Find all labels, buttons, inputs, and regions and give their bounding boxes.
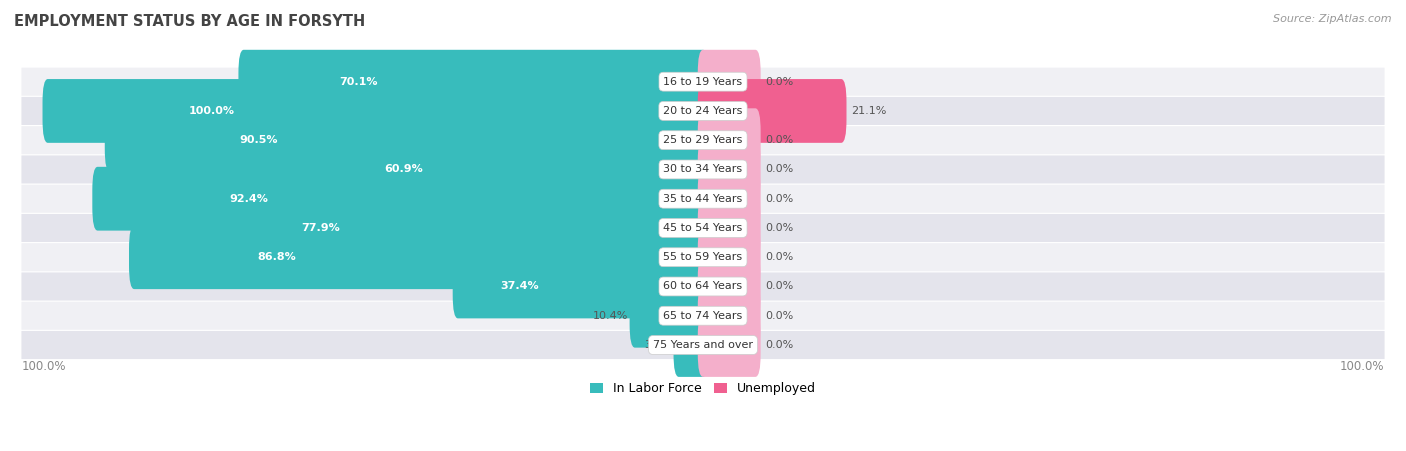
FancyBboxPatch shape [697,108,761,172]
Text: EMPLOYMENT STATUS BY AGE IN FORSYTH: EMPLOYMENT STATUS BY AGE IN FORSYTH [14,14,366,28]
Text: 37.4%: 37.4% [501,281,538,291]
FancyBboxPatch shape [697,313,761,377]
FancyBboxPatch shape [697,167,761,230]
FancyBboxPatch shape [697,226,761,289]
Text: 0.0%: 0.0% [765,311,793,321]
FancyBboxPatch shape [630,284,709,348]
FancyBboxPatch shape [298,138,709,201]
Text: 86.8%: 86.8% [257,252,295,262]
Text: 45 to 54 Years: 45 to 54 Years [664,223,742,233]
FancyBboxPatch shape [21,156,1385,184]
Text: 92.4%: 92.4% [229,194,269,204]
Legend: In Labor Force, Unemployed: In Labor Force, Unemployed [585,377,821,400]
FancyBboxPatch shape [21,97,1385,125]
Text: 77.9%: 77.9% [301,223,340,233]
Text: 16 to 19 Years: 16 to 19 Years [664,77,742,87]
FancyBboxPatch shape [187,196,709,260]
FancyBboxPatch shape [239,50,709,114]
Text: 30 to 34 Years: 30 to 34 Years [664,165,742,175]
Text: 0.0%: 0.0% [765,281,793,291]
Text: 0.0%: 0.0% [765,77,793,87]
FancyBboxPatch shape [21,68,1385,96]
FancyBboxPatch shape [129,226,709,289]
Text: 0.0%: 0.0% [765,252,793,262]
FancyBboxPatch shape [673,313,709,377]
Text: 75 Years and over: 75 Years and over [652,340,754,350]
FancyBboxPatch shape [21,243,1385,271]
FancyBboxPatch shape [697,255,761,318]
Text: 3.7%: 3.7% [644,340,672,350]
Text: 20 to 24 Years: 20 to 24 Years [664,106,742,116]
Text: 90.5%: 90.5% [239,135,277,145]
Text: 60.9%: 60.9% [384,165,423,175]
Text: Source: ZipAtlas.com: Source: ZipAtlas.com [1274,14,1392,23]
FancyBboxPatch shape [21,184,1385,213]
FancyBboxPatch shape [105,108,709,172]
FancyBboxPatch shape [42,79,709,143]
FancyBboxPatch shape [697,196,761,260]
Text: 65 to 74 Years: 65 to 74 Years [664,311,742,321]
Text: 100.0%: 100.0% [21,360,66,373]
Text: 70.1%: 70.1% [339,77,378,87]
Text: 100.0%: 100.0% [188,106,235,116]
FancyBboxPatch shape [21,126,1385,154]
FancyBboxPatch shape [93,167,709,230]
FancyBboxPatch shape [21,331,1385,359]
FancyBboxPatch shape [21,214,1385,242]
Text: 100.0%: 100.0% [1340,360,1385,373]
FancyBboxPatch shape [21,272,1385,300]
Text: 0.0%: 0.0% [765,223,793,233]
FancyBboxPatch shape [453,255,709,318]
Text: 21.1%: 21.1% [851,106,886,116]
Text: 0.0%: 0.0% [765,165,793,175]
Text: 55 to 59 Years: 55 to 59 Years [664,252,742,262]
FancyBboxPatch shape [697,138,761,201]
Text: 0.0%: 0.0% [765,135,793,145]
Text: 10.4%: 10.4% [593,311,628,321]
FancyBboxPatch shape [21,302,1385,330]
FancyBboxPatch shape [697,79,846,143]
FancyBboxPatch shape [697,50,761,114]
Text: 60 to 64 Years: 60 to 64 Years [664,281,742,291]
Text: 0.0%: 0.0% [765,194,793,204]
FancyBboxPatch shape [697,284,761,348]
Text: 0.0%: 0.0% [765,340,793,350]
Text: 25 to 29 Years: 25 to 29 Years [664,135,742,145]
Text: 35 to 44 Years: 35 to 44 Years [664,194,742,204]
